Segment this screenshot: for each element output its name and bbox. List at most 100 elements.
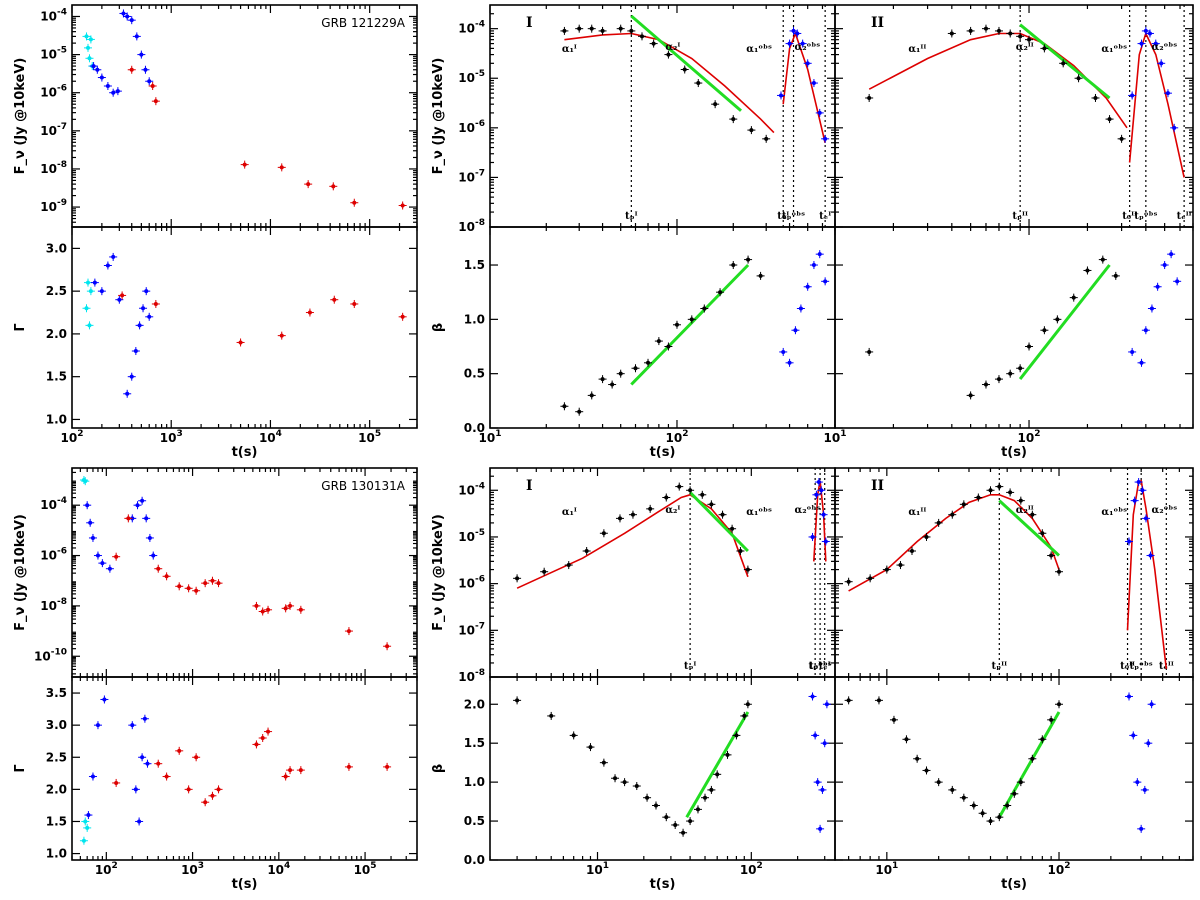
- data-point: [749, 128, 754, 133]
- data-point: [1018, 366, 1023, 371]
- data-point: [562, 404, 567, 409]
- vline-label: tₚᴵ: [684, 661, 697, 672]
- plot-frame: [489, 226, 836, 429]
- alpha-annotation: α₂ᵒᵇˢ: [1152, 505, 1178, 516]
- x-tick-label: 105: [358, 429, 381, 445]
- y-tick-label: 10-5: [458, 528, 485, 544]
- y-tick-label: 10-4: [40, 7, 67, 23]
- data-point: [145, 761, 150, 766]
- data-point: [779, 93, 784, 98]
- data-point: [1139, 826, 1144, 831]
- y-tick-label: 10-4: [458, 20, 485, 36]
- data-point: [811, 263, 816, 268]
- data-point: [1042, 46, 1047, 51]
- data-point: [186, 586, 191, 591]
- data-point: [346, 764, 351, 769]
- plot-frame: [834, 676, 1194, 861]
- y-tick-label: 10-4: [458, 481, 485, 497]
- data-point: [821, 512, 826, 517]
- y-tick-label: 10-8: [40, 597, 67, 613]
- data-point: [1012, 791, 1017, 796]
- data-point: [111, 90, 116, 95]
- data-point: [618, 26, 623, 31]
- data-point: [731, 263, 736, 268]
- data-point: [666, 344, 671, 349]
- data-point: [846, 579, 851, 584]
- data-point: [1175, 279, 1180, 284]
- data-point: [1008, 31, 1013, 36]
- data-point: [150, 83, 155, 88]
- data-point: [613, 776, 618, 781]
- x-axis-title: t(s): [232, 445, 258, 460]
- data-point: [210, 793, 215, 798]
- plot-frame: [489, 676, 836, 861]
- data-point: [137, 323, 142, 328]
- y-tick-label: 10-7: [40, 122, 67, 138]
- panel-roman-label: II: [871, 478, 884, 494]
- data-point: [283, 774, 288, 779]
- y-tick-label: 1.5: [464, 258, 485, 272]
- panel-bottom-left: 10-10 10-8 10-6 10-4 F_ν (Jy @10keV) 1.0 1.5 2.…: [13, 467, 418, 892]
- data-point: [1049, 553, 1054, 558]
- data-point: [876, 698, 881, 703]
- data-point: [822, 741, 827, 746]
- data-point: [818, 826, 823, 831]
- y-axis-title: β: [431, 764, 446, 773]
- data-point: [949, 31, 954, 36]
- data-point: [99, 289, 104, 294]
- data-point: [288, 768, 293, 773]
- data-point: [1057, 702, 1062, 707]
- data-point: [815, 780, 820, 785]
- data-point: [961, 795, 966, 800]
- data-point: [141, 306, 146, 311]
- data-point: [980, 811, 985, 816]
- data-point: [156, 761, 161, 766]
- data-point: [950, 512, 955, 517]
- x-axis-title: t(s): [650, 445, 676, 460]
- data-point: [589, 393, 594, 398]
- data-point: [1155, 284, 1160, 289]
- y-tick-label: 10-6: [458, 119, 485, 135]
- data-point: [1169, 252, 1174, 257]
- y-tick-label: 0.0: [464, 421, 485, 435]
- data-point: [242, 162, 247, 167]
- y-axis-title: Γ: [13, 323, 28, 331]
- fit-line: [689, 491, 749, 553]
- data-point: [648, 506, 653, 511]
- data-point: [1127, 539, 1132, 544]
- x-tick-label: 101: [479, 429, 502, 445]
- data-point: [1018, 498, 1023, 503]
- data-point: [1143, 516, 1148, 521]
- bottom-left-upper-plot: 10-10 10-8 10-6 10-4 F_ν (Jy @10keV): [13, 467, 418, 678]
- data-point: [1146, 741, 1151, 746]
- alpha-annotation: α₁ᴵ: [562, 44, 577, 55]
- alpha-annotation: α₂ᵒᵇˢ: [1152, 42, 1178, 53]
- data-point: [260, 736, 265, 740]
- x-tick-label: 102: [1018, 429, 1041, 445]
- data-point: [144, 289, 149, 294]
- data-point: [88, 520, 93, 525]
- data-point: [1049, 717, 1054, 722]
- data-point: [115, 89, 120, 94]
- alpha-annotation: α₂ᴵᴵ: [1016, 505, 1034, 516]
- fit-line: [998, 499, 1061, 557]
- data-point: [1130, 349, 1135, 354]
- data-point: [88, 37, 93, 42]
- data-point: [891, 717, 896, 722]
- y-tick-label: 3.0: [46, 718, 67, 732]
- x-tick-label: 101: [586, 861, 609, 877]
- x-tick-label: 104: [267, 861, 290, 877]
- data-point: [817, 110, 822, 115]
- data-point: [129, 67, 134, 72]
- y-tick-label: 10-8: [458, 218, 485, 234]
- data-point: [588, 745, 593, 750]
- data-point: [795, 31, 800, 36]
- data-point: [909, 549, 914, 554]
- data-point: [107, 566, 112, 571]
- y-axis-title: Γ: [13, 764, 28, 772]
- data-point: [968, 393, 973, 398]
- data-point: [898, 563, 903, 568]
- y-tick-label: 1.0: [464, 775, 485, 789]
